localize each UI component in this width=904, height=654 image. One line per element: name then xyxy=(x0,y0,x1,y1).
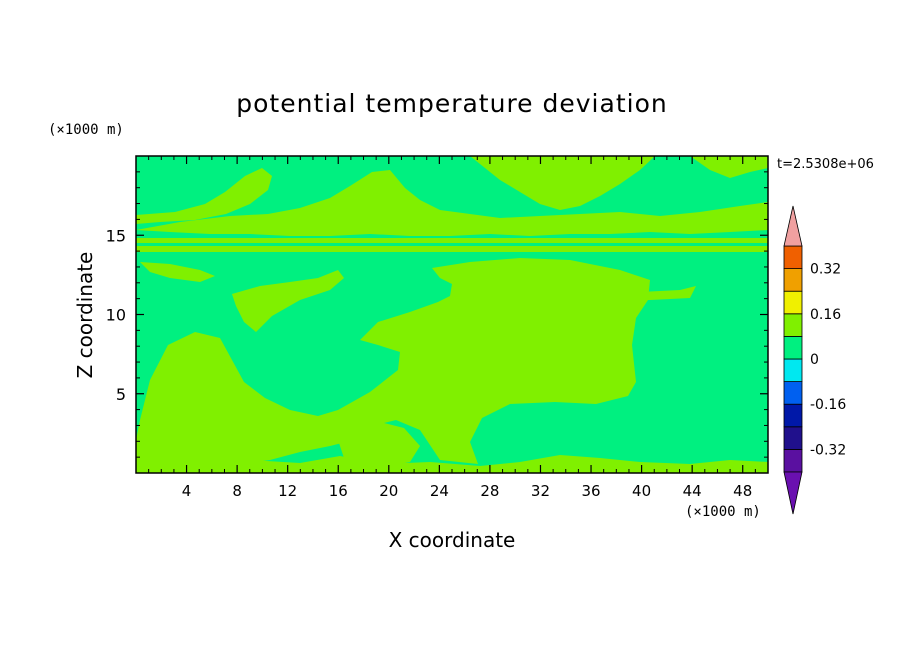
x-tick-label: 12 xyxy=(278,482,297,500)
x-axis: 4 8 12 16 20 24 28 32 36 40 44 48 xyxy=(148,156,756,500)
y-unit-label: (×1000 m) xyxy=(48,122,124,138)
x-tick-label: 24 xyxy=(430,482,449,500)
plot-area xyxy=(135,155,769,474)
colorbar-swatch xyxy=(783,290,803,315)
x-tick-label: 40 xyxy=(632,482,651,500)
x-tick-label: 20 xyxy=(379,482,398,500)
colorbar-swatch xyxy=(783,403,803,428)
y-axis: 5 10 15 xyxy=(106,171,768,458)
colorbar-swatch xyxy=(783,245,803,270)
contour-region xyxy=(470,156,655,210)
contour-region xyxy=(136,170,768,236)
contour-region xyxy=(136,258,650,468)
x-unit-label: (×1000 m) xyxy=(685,504,761,520)
y-tick-label: 15 xyxy=(106,226,126,245)
x-tick-label: 4 xyxy=(182,482,192,500)
x-tick-label: 36 xyxy=(581,482,600,500)
colorbar-over-arrow xyxy=(783,205,803,247)
colorbar: 0.32 0.16 0 -0.16 -0.32 xyxy=(783,205,846,515)
colorbar-label: 0 xyxy=(810,352,819,368)
y-axis-label: Z coordinate xyxy=(73,252,97,379)
chart-title: potential temperature deviation xyxy=(236,89,667,118)
colorbar-label: -0.16 xyxy=(810,397,846,413)
x-tick-label: 48 xyxy=(733,482,752,500)
x-axis-label: X coordinate xyxy=(389,528,516,552)
colorbar-label: 0.16 xyxy=(810,307,841,323)
contour-region xyxy=(690,156,768,178)
contour-region xyxy=(136,168,272,224)
colorbar-swatch xyxy=(783,381,803,405)
colorbar-label: 0.32 xyxy=(810,262,841,278)
colorbar-label: -0.32 xyxy=(810,442,846,458)
y-tick-label: 5 xyxy=(116,385,126,404)
x-tick-label: 32 xyxy=(531,482,550,500)
contour-region xyxy=(136,455,768,473)
x-tick-label: 44 xyxy=(683,482,702,500)
contour-region xyxy=(136,246,768,252)
x-tick-label: 8 xyxy=(232,482,242,500)
colorbar-swatch xyxy=(783,335,803,360)
time-label: t=2.5308e+06 xyxy=(777,157,874,172)
colorbar-swatch xyxy=(783,448,803,473)
contour-region xyxy=(520,286,696,300)
colorbar-swatch xyxy=(783,313,803,337)
x-tick-label: 16 xyxy=(329,482,348,500)
y-tick-label: 10 xyxy=(106,306,126,325)
contour-region xyxy=(140,262,215,282)
colorbar-swatch xyxy=(783,358,803,383)
contour-region xyxy=(232,270,344,332)
colorbar-swatch xyxy=(783,426,803,450)
contour-region xyxy=(338,422,420,466)
colorbar-under-arrow xyxy=(783,471,803,515)
contour-region xyxy=(136,238,768,243)
x-tick-label: 28 xyxy=(480,482,499,500)
colorbar-swatch xyxy=(783,268,803,292)
